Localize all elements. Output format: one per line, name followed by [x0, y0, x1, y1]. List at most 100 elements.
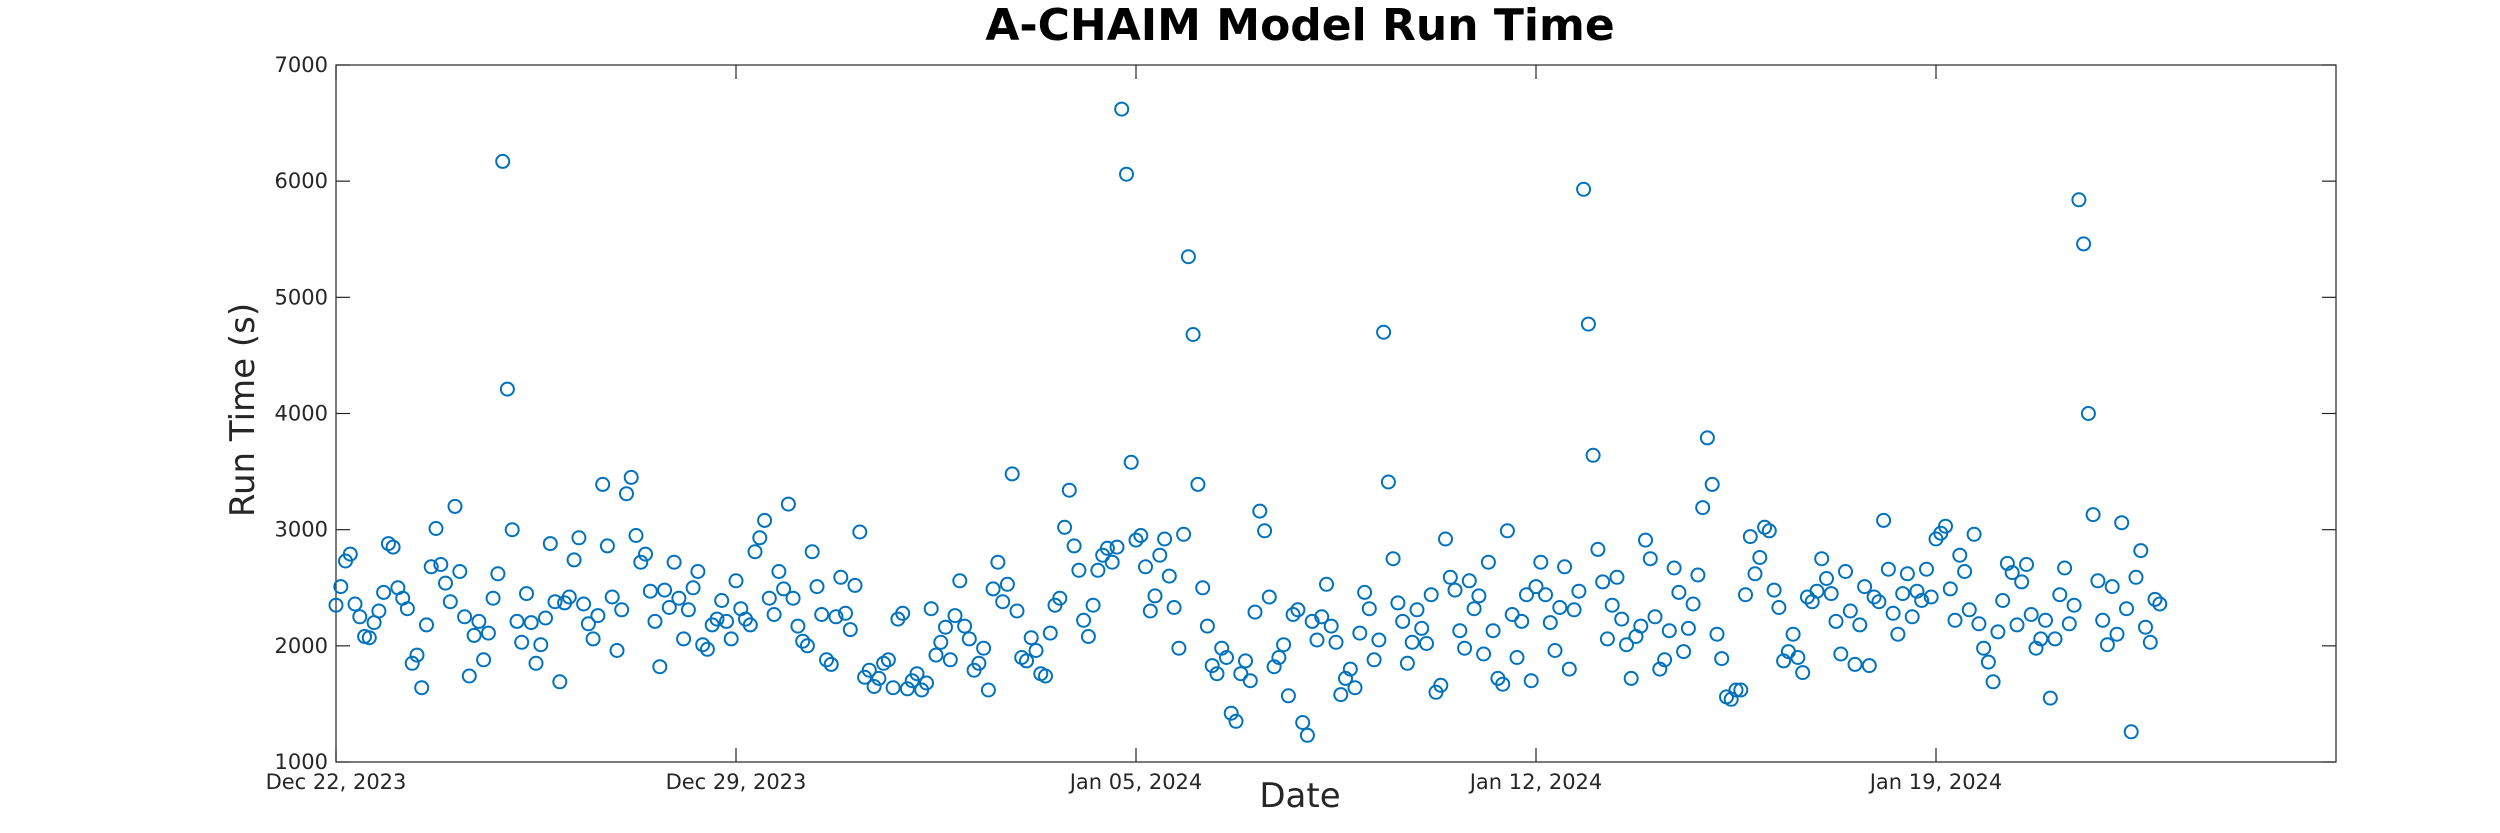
chart-title: A-CHAIM Model Run Time [985, 0, 1614, 51]
x-axis-label: Date [1259, 776, 1340, 816]
data-point [1947, 612, 1963, 628]
data-point [938, 619, 953, 635]
data-point [385, 539, 401, 555]
x-tick-label: Jan 12, 2024 [1468, 770, 1603, 794]
data-point [1309, 632, 1325, 648]
data-point [1028, 643, 1044, 658]
data-point [1885, 605, 1901, 621]
data-point [2152, 596, 2168, 612]
data-point [1861, 658, 1877, 674]
data-point [714, 593, 730, 608]
data-point [1090, 562, 1106, 578]
data-point [1495, 676, 1511, 692]
data-point [1076, 612, 1092, 628]
data-point [1895, 586, 1911, 602]
data-point [2009, 617, 2025, 633]
data-point [1633, 618, 1649, 634]
data-point [847, 577, 863, 593]
data-point [514, 634, 530, 650]
data-point [742, 617, 758, 633]
data-point [1442, 569, 1458, 585]
data-point [2004, 565, 2020, 581]
data-point [2109, 626, 2125, 642]
data-point [461, 668, 477, 684]
data-point [414, 680, 430, 696]
data-point [1638, 532, 1653, 548]
data-point [780, 496, 796, 512]
data-point [1823, 586, 1839, 602]
data-point [1761, 523, 1777, 539]
data-point [1847, 656, 1863, 672]
data-point [1042, 625, 1058, 641]
data-point [1795, 665, 1811, 681]
y-axis: 1000 2000 3000 4000 5000 6000 7000 [275, 53, 2336, 774]
data-point [1304, 613, 1320, 629]
y-tick-label: 4000 [275, 402, 328, 426]
data-point [1485, 623, 1501, 639]
data-point [819, 652, 834, 668]
data-point [2104, 579, 2120, 595]
data-point [2142, 634, 2158, 650]
data-point [328, 597, 344, 613]
data-point [695, 637, 711, 653]
data-point [1347, 680, 1363, 696]
data-point [776, 581, 792, 597]
data-point [1052, 590, 1068, 606]
data-point [485, 590, 501, 606]
data-point [880, 652, 896, 668]
data-point [1871, 594, 1887, 610]
data-point [647, 613, 663, 629]
data-point [499, 381, 515, 397]
data-point [604, 589, 620, 605]
data-point [376, 584, 392, 600]
data-point [1728, 682, 1744, 698]
data-point [1461, 573, 1477, 589]
data-point [533, 637, 549, 653]
data-point [1099, 540, 1115, 556]
data-point [1752, 550, 1768, 565]
data-point [1509, 650, 1525, 665]
data-point [1990, 624, 2006, 640]
data-point [1376, 324, 1392, 340]
data-point [2128, 569, 2144, 585]
data-point [1380, 474, 1396, 490]
data-point [1904, 609, 1920, 625]
data-point [614, 602, 630, 618]
data-point [1619, 637, 1634, 653]
data-point [2119, 601, 2134, 617]
data-point [909, 666, 925, 682]
data-point [1666, 560, 1682, 576]
y-tick-label: 5000 [275, 285, 328, 309]
data-point [1966, 526, 1982, 542]
data-point [2052, 587, 2068, 603]
data-point [1023, 630, 1039, 646]
data-point [1276, 637, 1292, 653]
data-point [866, 679, 882, 694]
data-point [828, 609, 844, 625]
data-point [942, 652, 958, 668]
data-point [523, 615, 539, 631]
data-series [328, 101, 2168, 743]
data-point [1195, 580, 1211, 596]
data-point [457, 609, 473, 625]
data-point [985, 581, 1001, 597]
data-point [1147, 588, 1163, 604]
data-point [719, 613, 734, 629]
data-point [971, 655, 987, 671]
data-point [1328, 634, 1344, 650]
data-point [1419, 636, 1434, 651]
data-point [1899, 566, 1915, 582]
data-point [1985, 674, 2001, 690]
data-point [2138, 619, 2153, 635]
data-point [2038, 612, 2053, 628]
data-point [1952, 547, 1968, 563]
data-point [1157, 531, 1173, 547]
data-point [1433, 677, 1449, 693]
data-point [1504, 607, 1520, 622]
data-point [1538, 587, 1553, 603]
data-point [1671, 584, 1687, 600]
data-point [1514, 613, 1530, 629]
data-point [1938, 518, 1953, 534]
data-point [1447, 582, 1463, 598]
